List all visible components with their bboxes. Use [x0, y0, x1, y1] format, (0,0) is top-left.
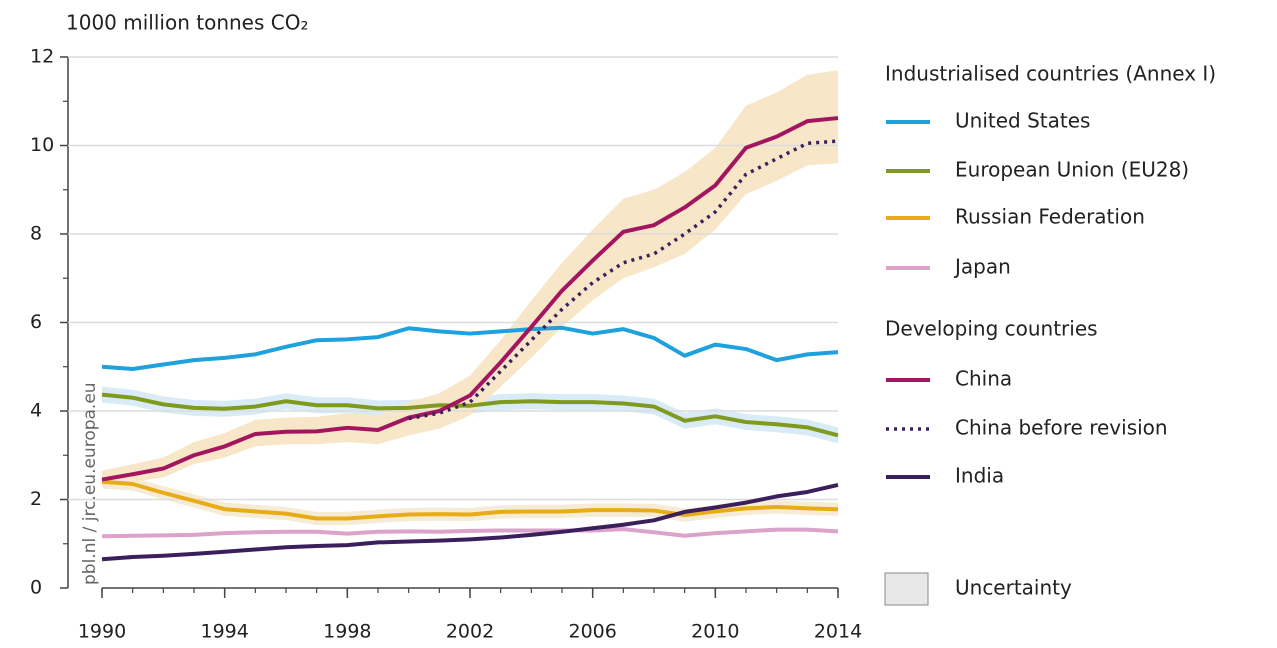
legend-label: India	[955, 464, 1004, 488]
y-axis-label: 1000 million tonnes CO₂	[66, 11, 308, 35]
y-tick-label: 8	[30, 223, 42, 245]
series-line	[101, 479, 839, 521]
y-tick-label: 6	[30, 311, 42, 333]
y-tick-label: 4	[30, 400, 42, 422]
x-tick-label: 2002	[446, 621, 494, 643]
uncertainty-band	[102, 70, 838, 487]
x-tick-label: 1994	[200, 621, 248, 643]
source: pbl.nl / jrc.eu.europa.eu	[80, 382, 100, 585]
y-tick-label: 0	[30, 577, 42, 599]
series-line	[101, 482, 839, 562]
legend-group-title: Industrialised countries (Annex I)	[885, 62, 1216, 86]
legend-label: Russian Federation	[955, 205, 1145, 229]
uncertainty-swatch	[884, 572, 929, 606]
legend-group-title: Developing countries	[885, 317, 1098, 341]
x-tick-label: 1998	[323, 621, 371, 643]
y-tick-label: 10	[30, 134, 54, 156]
x-tick-label: 2014	[814, 621, 862, 643]
series-line	[101, 527, 839, 539]
legend-label: United States	[955, 109, 1090, 133]
series-line	[101, 392, 839, 438]
legend-label: European Union (EU28)	[955, 158, 1189, 182]
x-tick-label: 2010	[691, 621, 739, 643]
x-tick-label: 2006	[568, 621, 616, 643]
uncertainty-label: Uncertainty	[955, 576, 1072, 600]
series-line	[408, 139, 839, 421]
x-tick-label: 1990	[78, 621, 126, 643]
y-tick-label: 12	[30, 46, 54, 68]
series-line	[101, 116, 839, 482]
legend-label: China before revision	[955, 416, 1168, 440]
lines	[101, 116, 839, 562]
series-line	[101, 325, 839, 371]
legend-label: China	[955, 367, 1012, 391]
bands	[102, 70, 838, 526]
y-tick-label: 2	[30, 488, 42, 510]
legend-label: Japan	[953, 255, 1011, 279]
